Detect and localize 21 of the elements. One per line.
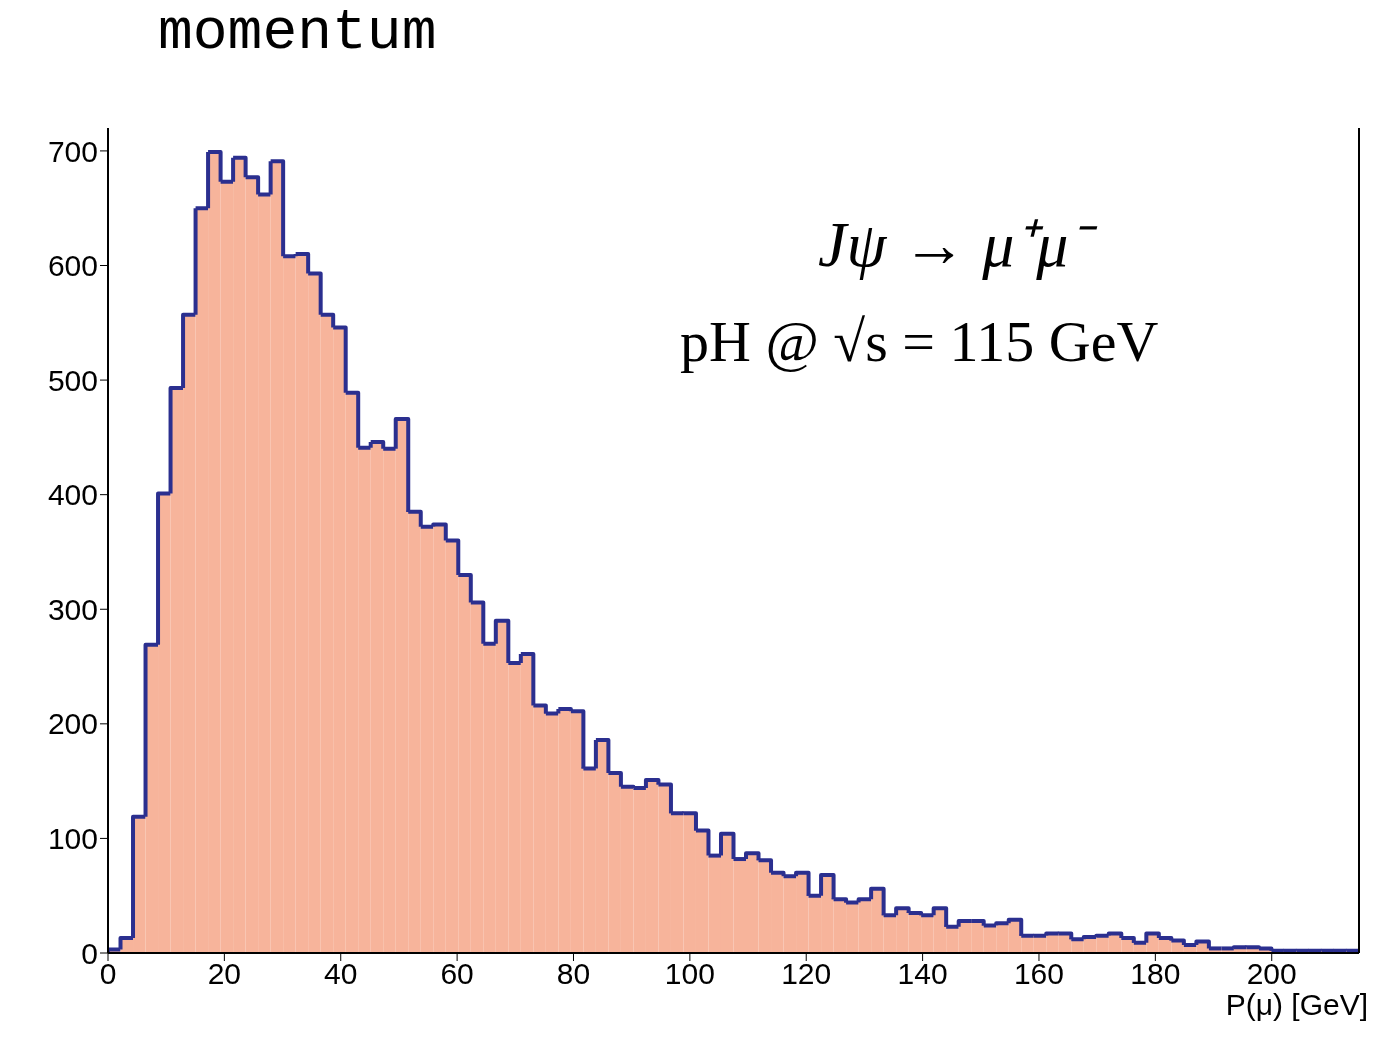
x-tick-label: 100: [664, 957, 715, 991]
y-tick-label: 700: [47, 134, 98, 168]
y-tick-label: 600: [47, 249, 98, 283]
x-tick-label: 20: [207, 957, 242, 991]
x-tick-label: 120: [781, 957, 832, 991]
x-tick-label: 60: [440, 957, 474, 991]
x-tick-label: 80: [556, 957, 591, 991]
y-tick-label: 300: [47, 592, 98, 626]
annotation: pH @ √s = 115 GeV: [680, 308, 1159, 375]
x-tick-label: 200: [1246, 957, 1297, 991]
y-tick-label: 400: [47, 478, 98, 512]
x-tick-label: 160: [1013, 957, 1065, 991]
y-tick-label: 200: [47, 707, 98, 741]
x-axis-title: P(μ) [GeV]: [1225, 988, 1368, 1022]
x-tick-label: 180: [1130, 957, 1181, 991]
y-tick-label: 100: [47, 822, 98, 856]
chart-title: momentum: [158, 0, 437, 65]
y-tick-label: 500: [47, 363, 98, 397]
x-tick-label: 140: [897, 957, 948, 991]
y-tick-label: 0: [81, 936, 98, 970]
x-tick-label: 40: [324, 957, 358, 991]
